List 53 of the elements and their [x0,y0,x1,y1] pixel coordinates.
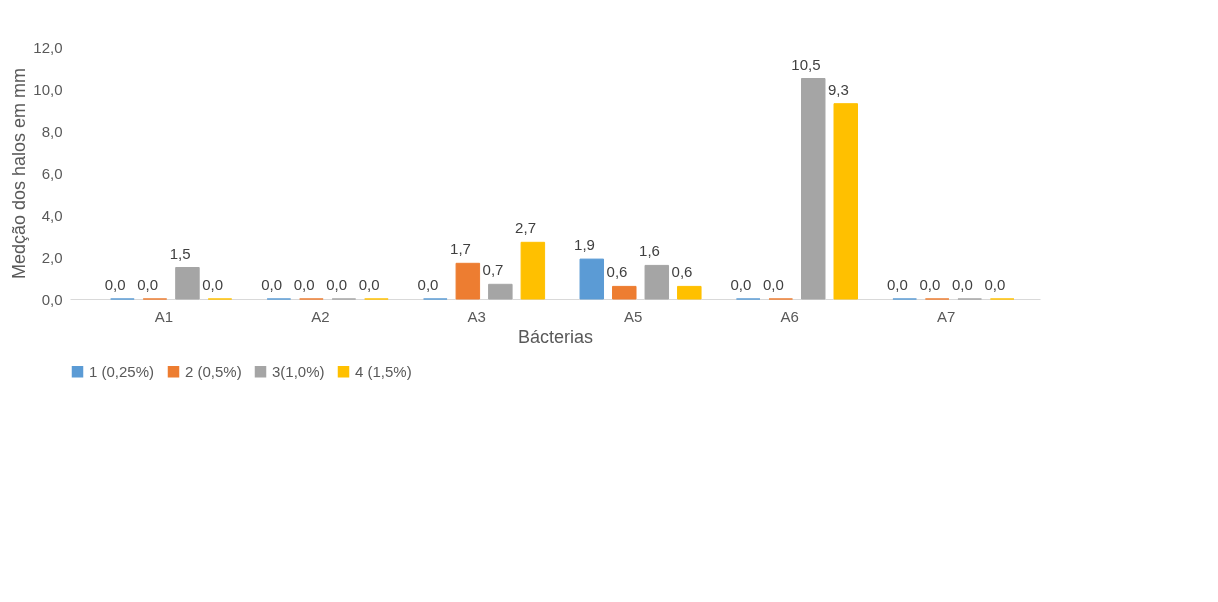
data-label: 0,0 [137,276,159,293]
data-label: 0,0 [762,276,784,293]
bar [677,285,702,300]
data-label: 0,0 [326,276,348,293]
y-tick-label: 2,0 [41,248,63,266]
x-tick-label: A6 [780,307,799,325]
data-label: 9,3 [828,80,849,98]
data-label: 0,0 [919,276,941,293]
data-label: 0,0 [261,276,282,293]
data-label: 1,5 [169,244,191,262]
data-label: 2,7 [515,219,536,237]
data-label: 0,0 [417,276,439,293]
data-label: 0,0 [984,276,1006,293]
data-label: 0,0 [730,276,752,293]
legend-label: 3(1,0%) [272,362,325,380]
x-tick-label: A7 [936,307,956,325]
y-axis-title: Medção dos halos em mm [9,67,30,280]
y-tick-label: 10,0 [33,80,63,98]
data-label: 0,0 [886,276,908,293]
bar [612,285,637,300]
data-label: 0,6 [606,263,628,281]
data-label: 0,0 [293,276,315,293]
bar [644,264,670,300]
data-label: 0,7 [482,261,504,279]
data-label: 0,0 [951,276,973,293]
data-label: 0,0 [358,276,380,293]
y-tick-label: 8,0 [41,122,63,140]
bar [175,267,200,300]
data-label: 1,9 [574,236,595,254]
bar [520,241,546,300]
x-axis-title: Bácterias [517,326,594,347]
bar [833,103,858,300]
data-label: 10,5 [791,55,821,73]
legend-label: 4 (1,5%) [355,362,412,380]
data-label: 1,7 [450,240,471,258]
data-label: 0,6 [671,263,693,281]
data-label: 0,0 [104,276,126,293]
bar [801,78,826,300]
y-tick-label: 0,0 [41,290,63,308]
y-tick-label: 12,0 [33,38,63,56]
bar [579,258,605,300]
y-tick-label: 6,0 [41,164,63,182]
data-label: 1,6 [639,242,660,260]
x-tick-label: A3 [467,307,486,325]
legend-label: 1 (0,25%) [89,362,155,380]
legend-label: 2 (0,5%) [185,362,242,380]
bar [455,262,481,300]
x-tick-label: A5 [624,307,643,325]
bar [488,283,513,300]
y-tick-label: 4,0 [41,206,63,224]
x-tick-label: A1 [154,307,174,325]
data-label: 0,0 [202,276,224,293]
x-tick-label: A2 [311,307,330,325]
